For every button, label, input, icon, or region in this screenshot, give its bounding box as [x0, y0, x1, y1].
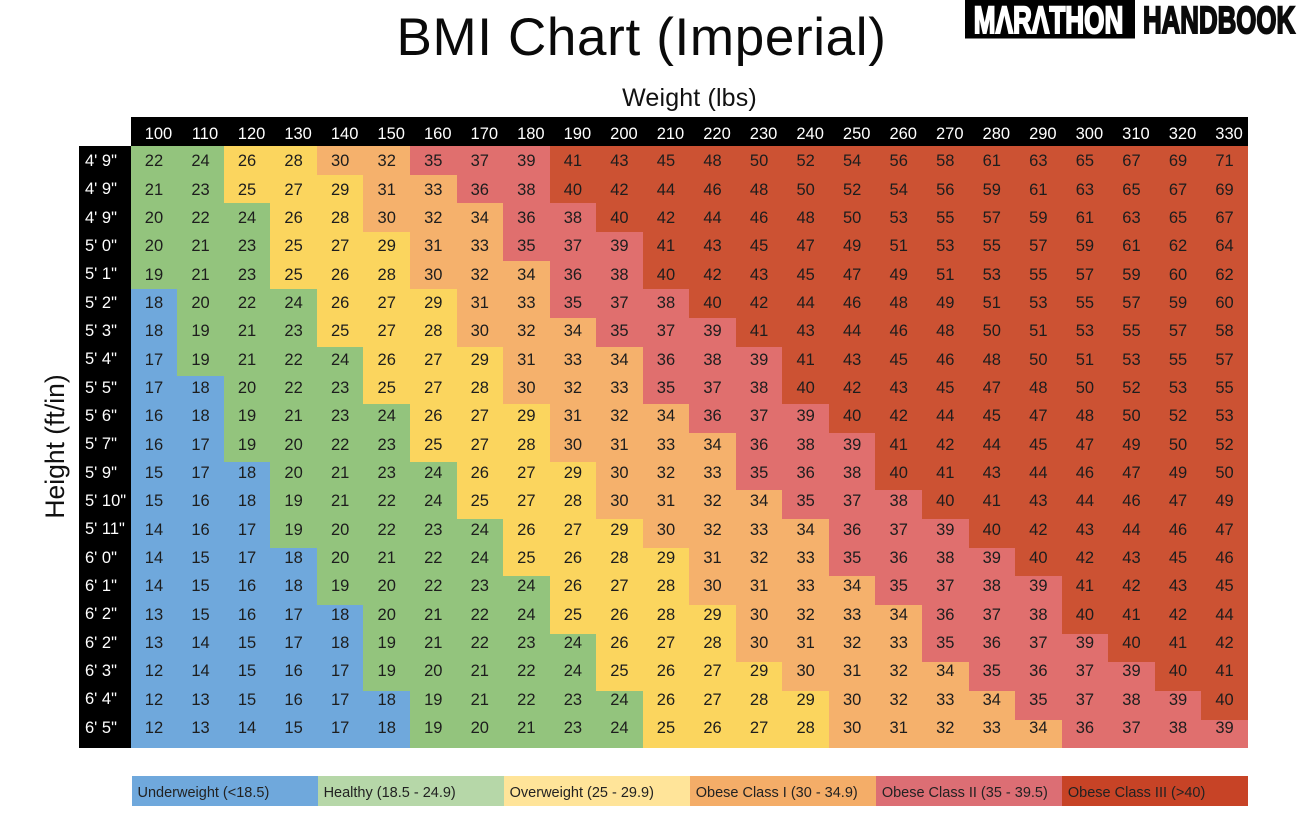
svg-text:MΛRΛTHON: MΛRΛTHON — [974, 0, 1124, 41]
svg-text:HANDBOOK: HANDBOOK — [1143, 0, 1296, 41]
